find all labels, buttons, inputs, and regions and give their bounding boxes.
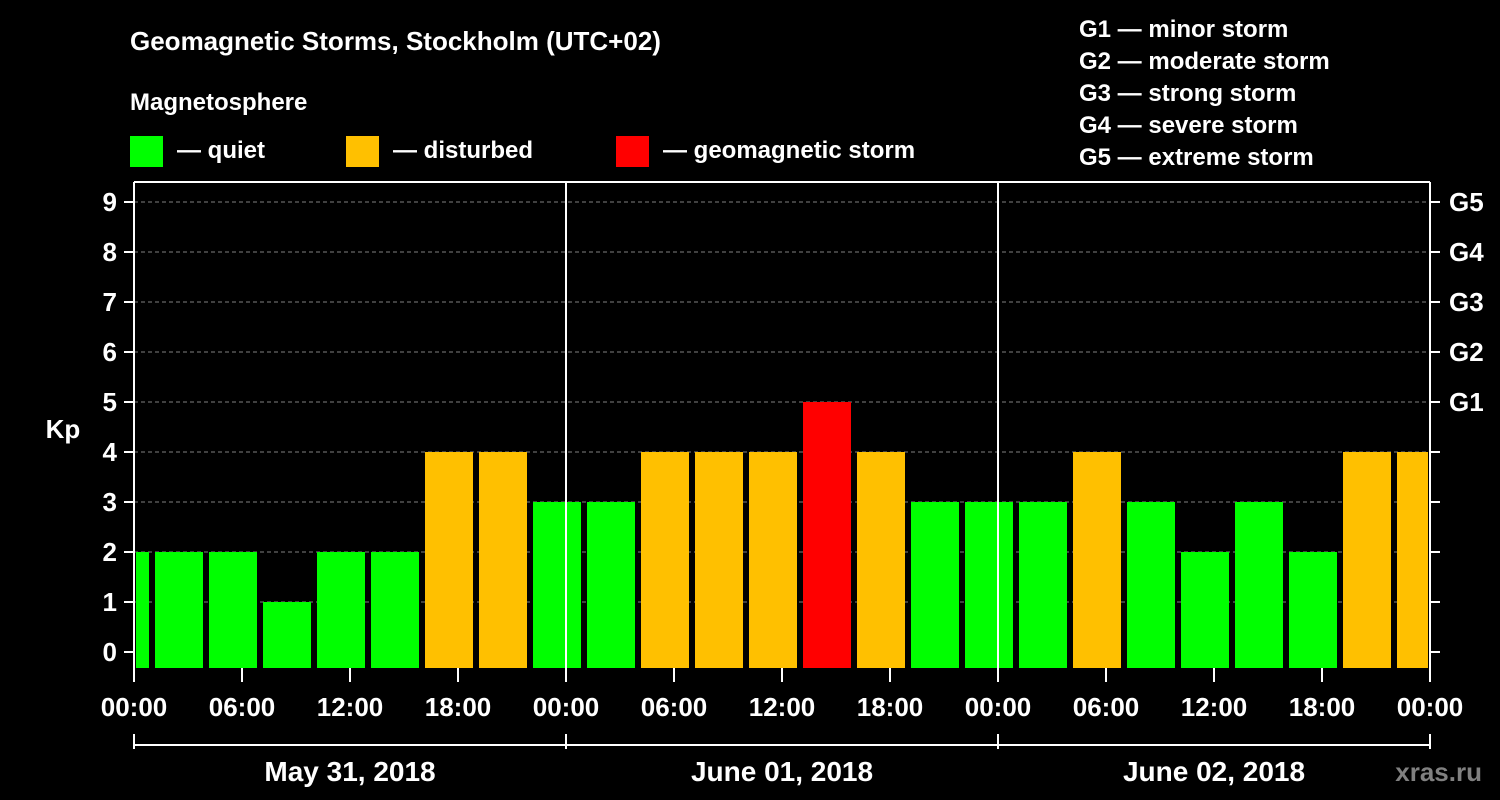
y-tick-label: 1	[103, 587, 117, 617]
legend-swatch-storm	[616, 136, 649, 167]
kp-bar	[1397, 452, 1428, 668]
x-tick-label: 06:00	[1073, 692, 1140, 722]
y-tick-label: 6	[103, 337, 117, 367]
storm-level-label: G1	[1449, 387, 1484, 417]
y-tick-label: 4	[103, 437, 118, 467]
bars-layer	[136, 402, 1428, 668]
kp-bar	[1073, 452, 1121, 668]
storm-scale-g2: G2 — moderate storm	[1079, 48, 1330, 75]
x-tick-label: 00:00	[1397, 692, 1464, 722]
storm-scale-g4: G4 — severe storm	[1079, 112, 1298, 139]
x-tick-label: 00:00	[533, 692, 600, 722]
kp-bar	[1019, 502, 1067, 668]
y-tick-label: 5	[103, 387, 117, 417]
storm-scale-g3: G3 — strong storm	[1079, 80, 1296, 107]
storm-scale-g1: G1 — minor storm	[1079, 16, 1288, 43]
x-tick-label: 12:00	[749, 692, 816, 722]
kp-bar	[317, 552, 365, 668]
kp-bar	[533, 502, 581, 668]
x-tick-label: 00:00	[101, 692, 168, 722]
kp-bar	[749, 452, 797, 668]
day-label: June 02, 2018	[1123, 756, 1305, 787]
storm-level-label: G2	[1449, 337, 1484, 367]
kp-bar	[1235, 502, 1283, 668]
kp-bar	[371, 552, 419, 668]
y-tick-label: 3	[103, 487, 117, 517]
legend-swatch-quiet	[130, 136, 163, 167]
kp-bar	[911, 502, 959, 668]
x-tick-label: 06:00	[209, 692, 276, 722]
kp-bar	[155, 552, 203, 668]
kp-bar	[695, 452, 743, 668]
kp-bar	[1127, 502, 1175, 668]
kp-bar	[1343, 452, 1391, 668]
kp-bar	[641, 452, 689, 668]
legend-label-quiet: — quiet	[177, 137, 265, 164]
day-label: June 01, 2018	[691, 756, 873, 787]
kp-bar	[587, 502, 635, 668]
y-tick-label: 8	[103, 237, 117, 267]
legend-label-storm: — geomagnetic storm	[663, 137, 915, 164]
y-tick-label: 0	[103, 637, 117, 667]
chart-title: Geomagnetic Storms, Stockholm (UTC+02)	[130, 26, 661, 56]
y-tick-label: 2	[103, 537, 117, 567]
site-watermark: xras.ru	[1395, 757, 1482, 787]
y-axis-label: Kp	[46, 414, 81, 444]
magnetosphere-label: Magnetosphere	[130, 89, 307, 116]
legend-swatch-disturbed	[346, 136, 379, 167]
x-tick-label: 18:00	[1289, 692, 1356, 722]
legend-label-disturbed: — disturbed	[393, 137, 533, 164]
kp-bar	[479, 452, 527, 668]
y-tick-label: 7	[103, 287, 117, 317]
kp-bar	[1289, 552, 1337, 668]
storm-level-label: G3	[1449, 287, 1484, 317]
kp-bar	[263, 602, 311, 668]
kp-bar	[425, 452, 473, 668]
kp-bar	[857, 452, 905, 668]
x-tick-label: 12:00	[317, 692, 384, 722]
kp-bar	[803, 402, 851, 668]
storm-level-label: G5	[1449, 187, 1484, 217]
day-label: May 31, 2018	[264, 756, 435, 787]
kp-bar	[209, 552, 257, 668]
x-tick-label: 00:00	[965, 692, 1032, 722]
x-tick-label: 06:00	[641, 692, 708, 722]
x-tick-label: 18:00	[857, 692, 924, 722]
storm-level-label: G4	[1449, 237, 1484, 267]
x-tick-label: 12:00	[1181, 692, 1248, 722]
kp-bar	[965, 502, 1013, 668]
axes-layer: 0 1 2 3 4 5 6 7 8 9 G1 G2 G3 G4 G5 00:00 06:00 12:00 18:00…	[101, 181, 1484, 787]
y-tick-label: 9	[103, 187, 117, 217]
kp-bar	[1181, 552, 1229, 668]
x-tick-label: 18:00	[425, 692, 492, 722]
kp-bar	[136, 552, 149, 668]
storm-scale-g5: G5 — extreme storm	[1079, 144, 1314, 171]
